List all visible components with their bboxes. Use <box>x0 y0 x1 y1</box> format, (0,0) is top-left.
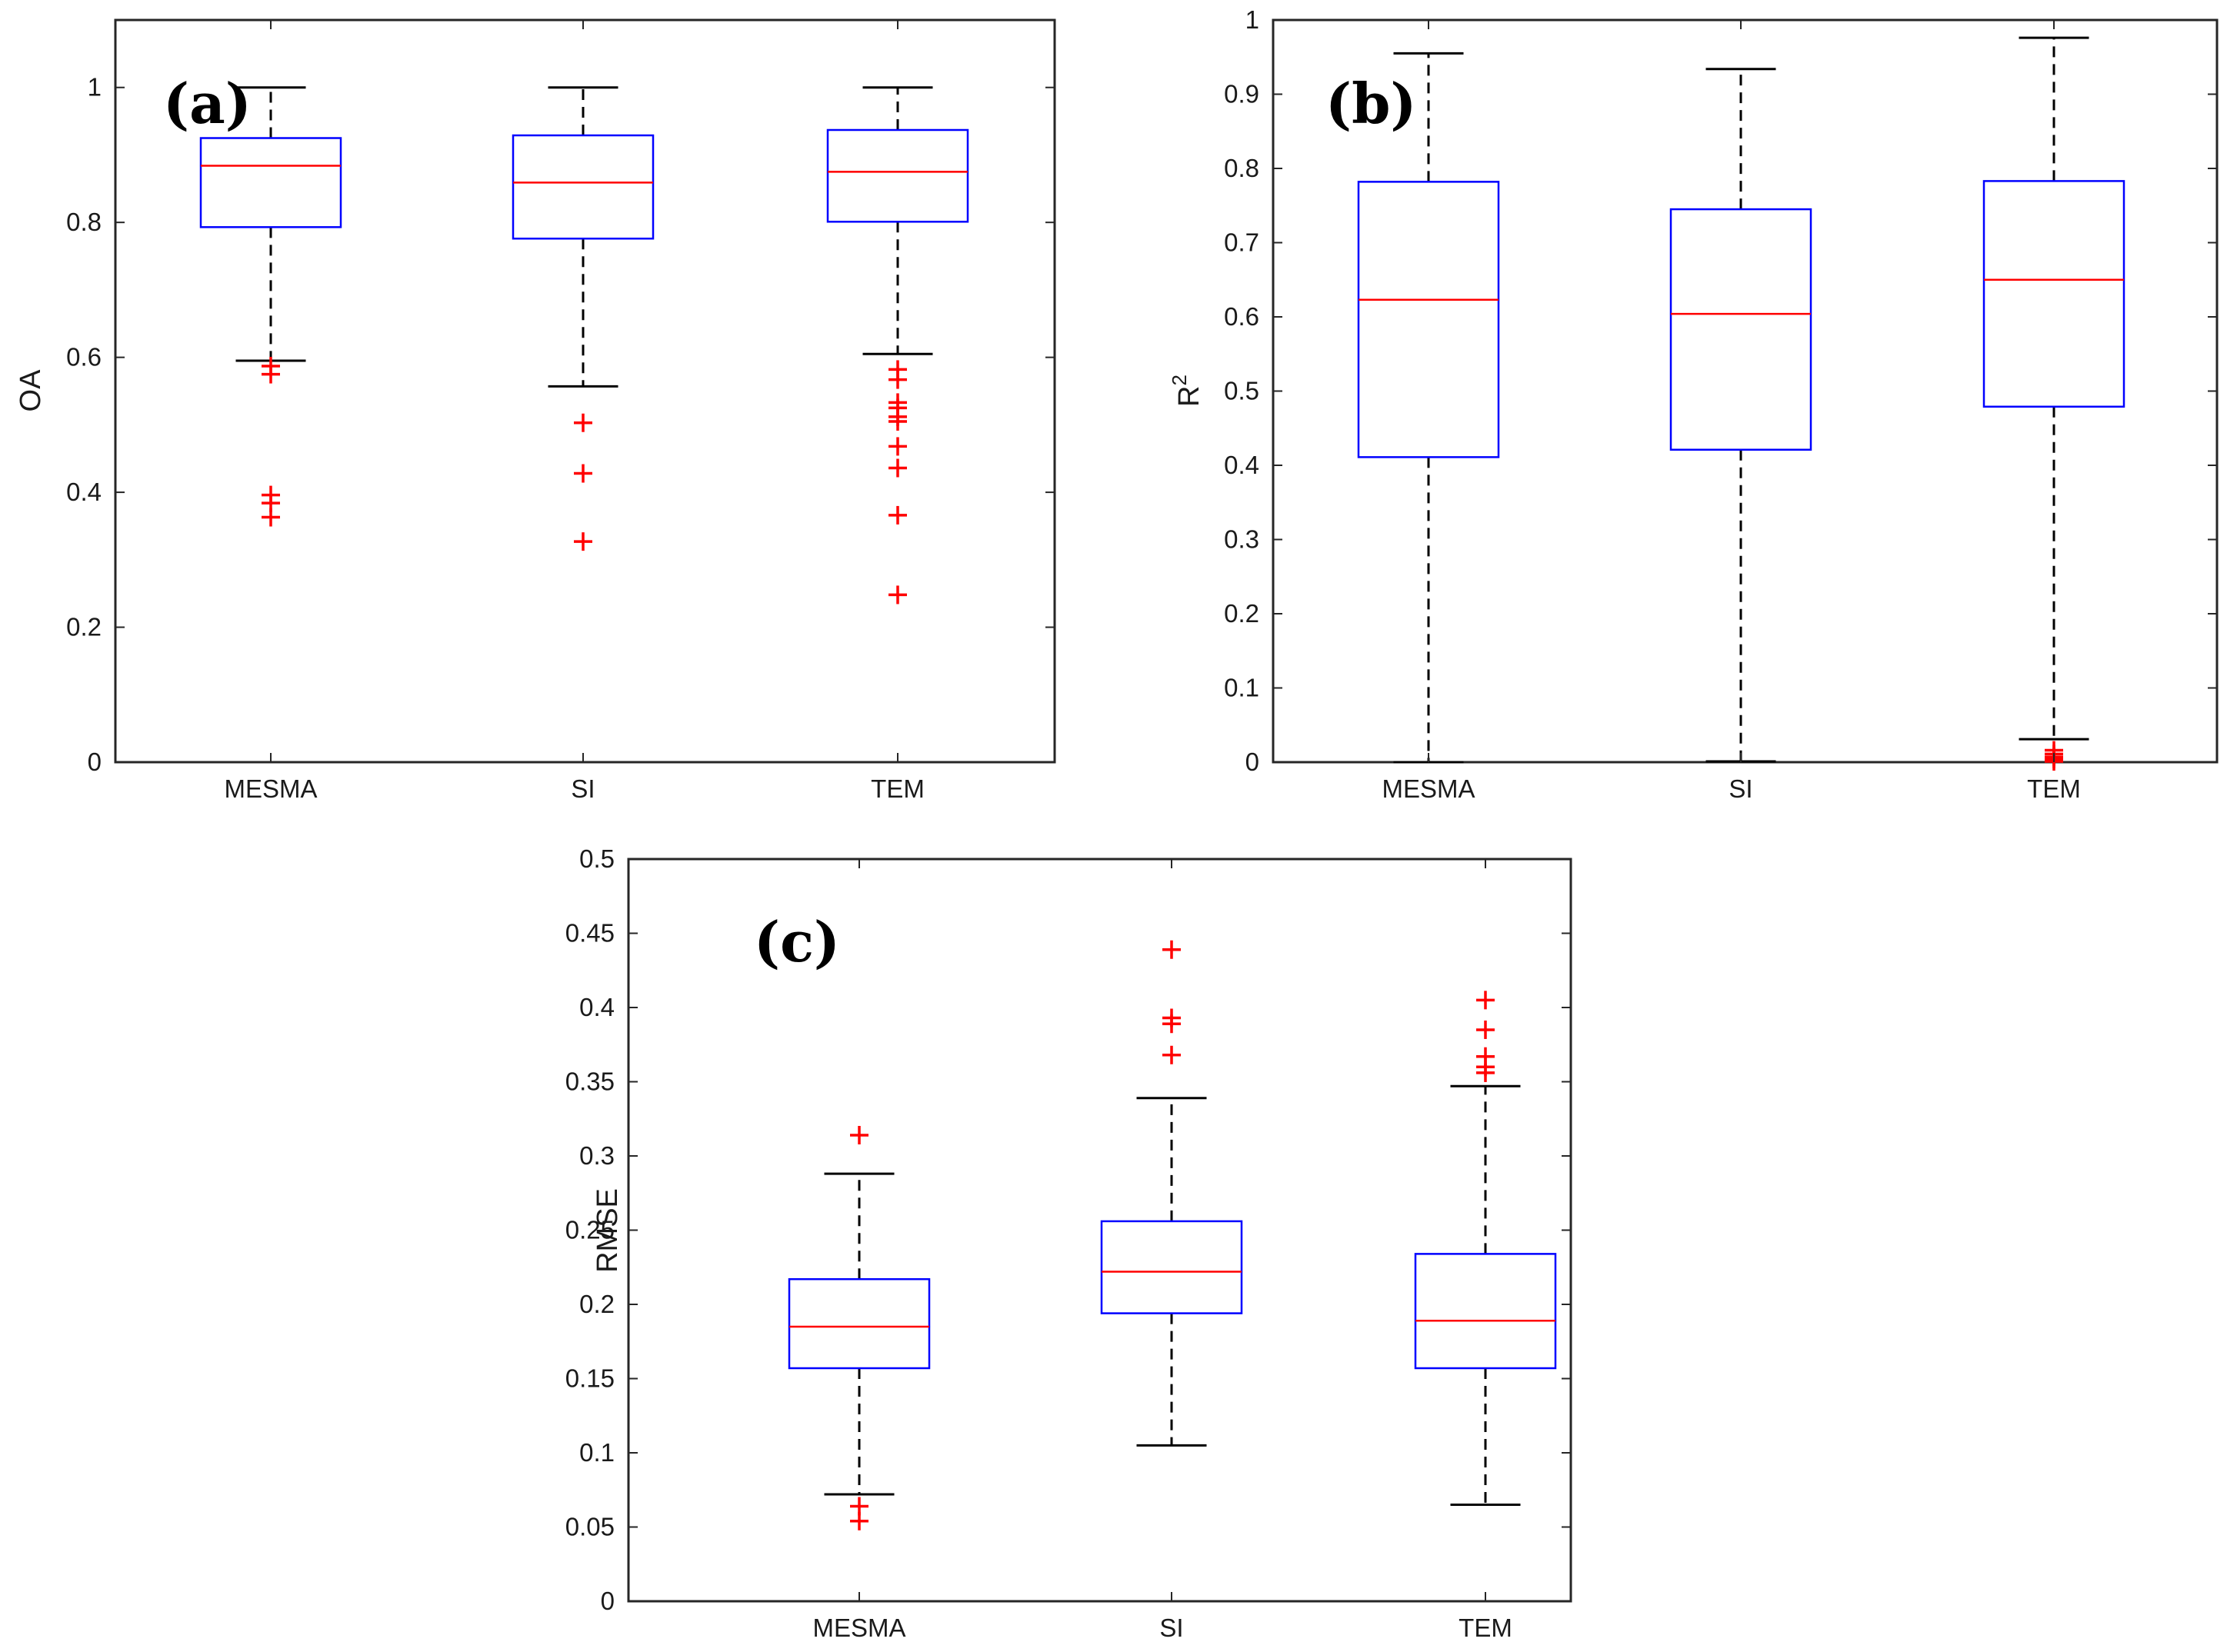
panel-c-box-si <box>1100 940 1243 1447</box>
panel-b-xtick-label-si: SI <box>1729 774 1752 803</box>
panel-b-ytick-label: 0.1 <box>1224 674 1259 702</box>
panel-c-ytick-label: 0.25 <box>565 1216 615 1244</box>
panel-a-xtick-label-tem: TEM <box>871 774 925 803</box>
panel-a-xtick-label-mesma: MESMA <box>224 774 317 803</box>
panel-b-r2-chart: (b) R2 0 0.1 0.2 0.3 0.4 0.5 0.6 0.7 0.8 0.9 1 MES… <box>1168 5 2219 803</box>
panel-b-ytick-label: 0.3 <box>1224 525 1259 554</box>
panel-a-outlier-marker <box>262 365 280 384</box>
panel-a-ytick-label: 0.6 <box>66 343 102 371</box>
panel-a-ytick-label: 1 <box>88 73 102 102</box>
panel-c-ytick-label: 0.3 <box>579 1141 615 1170</box>
panel-a-outlier-marker <box>574 413 592 432</box>
panel-c-ticks: 0 0.05 0.1 0.15 0.2 0.25 0.3 0.35 0.4 0.45 0.5 <box>565 844 1571 1615</box>
panel-a-ytick-label: 0.8 <box>66 208 102 236</box>
panel-a-outlier-marker <box>262 508 280 527</box>
panel-a-ytick-label: 0 <box>88 748 102 776</box>
panel-b-ytick-label: 0.7 <box>1224 228 1259 257</box>
panel-a-outlier-marker <box>888 370 907 389</box>
panel-a-box-si <box>512 86 655 551</box>
panel-c-ytick-label: 0 <box>601 1587 615 1615</box>
panel-b-box-si <box>1669 68 1812 763</box>
panel-c-box-tem <box>1414 991 1557 1507</box>
panel-c-ylabel: RMSE <box>592 1188 624 1273</box>
panel-a-outlier-marker <box>888 585 907 605</box>
panel-a-oa-chart: (a) OA 0 0.2 0.4 0.6 0.8 1 MESMA SI TEM <box>15 18 1056 803</box>
panel-c-outlier-marker <box>850 1511 868 1530</box>
panel-c-xtick-label-tem: TEM <box>1459 1614 1512 1642</box>
panel-b-ytick-label: 0.5 <box>1224 377 1259 405</box>
panel-a-outlier-marker <box>888 437 907 456</box>
panel-c-iqr-box <box>788 1277 931 1370</box>
panel-c-ytick-label: 0.15 <box>565 1364 615 1393</box>
panel-c-ytick-label: 0.5 <box>579 844 615 873</box>
panel-c-xtick-label-si: SI <box>1159 1614 1183 1642</box>
panel-c-ytick-label: 0.35 <box>565 1067 615 1096</box>
panel-b-iqr-box <box>1357 181 1500 458</box>
panel-a-ytick-label: 0.2 <box>66 613 102 641</box>
panel-c-box-mesma <box>788 1125 931 1530</box>
panel-c-outlier-marker <box>1162 940 1181 959</box>
panel-b-xtick-label-mesma: MESMA <box>1382 774 1475 803</box>
panel-c-tag: (c) <box>754 909 840 974</box>
panel-b-ytick-label: 0.8 <box>1224 154 1259 182</box>
panel-a-ytick-label: 0.4 <box>66 478 102 506</box>
panel-c-outlier-marker <box>1476 1020 1495 1039</box>
panel-a-outlier-marker <box>888 505 907 525</box>
panel-c-ytick-label: 0.1 <box>579 1438 615 1467</box>
panel-c-ytick-label: 0.45 <box>565 919 615 948</box>
panel-a-box-mesma <box>199 86 342 527</box>
panel-a-iqr-box <box>826 128 969 223</box>
panel-b-ticks: 0 0.1 0.2 0.3 0.4 0.5 0.6 0.7 0.8 0.9 1 <box>1224 5 2217 776</box>
panel-a-xlabels: MESMA SI TEM <box>224 20 925 803</box>
panel-b-box-tem <box>1982 36 2125 771</box>
panel-c-rmse-chart: (c) RMSE 0 0.05 0.1 0.15 0.2 0.25 0.3 0.35 0.4 0.… <box>565 844 1572 1642</box>
panel-b-boxes <box>1357 36 2125 771</box>
panel-c-iqr-box <box>1100 1220 1243 1314</box>
panel-b-xlabels: MESMA SI TEM <box>1382 20 2081 803</box>
panel-b-ytick-label: 0.2 <box>1224 599 1259 628</box>
panel-b-ytick-label: 0 <box>1245 748 1259 776</box>
panel-c-iqr-box <box>1414 1253 1557 1370</box>
panel-a-outlier-marker <box>888 411 907 431</box>
panel-a-iqr-box <box>512 134 655 240</box>
panel-b-iqr-box <box>1669 208 1812 451</box>
panel-a-outlier-marker <box>574 532 592 551</box>
panel-c-ytick-label: 0.4 <box>579 993 615 1021</box>
panel-c-outlier-marker <box>1476 991 1495 1010</box>
panel-b-ylabel: R2 <box>1168 375 1205 407</box>
panel-a-box-tem <box>826 86 969 605</box>
panel-b-xtick-label-tem: TEM <box>2027 774 2081 803</box>
panel-b-ytick-label: 0.9 <box>1224 80 1259 108</box>
panel-a-iqr-box <box>199 137 342 228</box>
panel-b-ytick-label: 1 <box>1245 5 1259 34</box>
panel-a-outlier-marker <box>574 464 592 483</box>
panel-c-boxes <box>788 940 1557 1530</box>
panel-a-outlier-marker <box>888 458 907 478</box>
panel-b-ylabel-base: R <box>1173 386 1205 407</box>
panel-c-ytick-label: 0.05 <box>565 1513 615 1541</box>
panel-a-ticks: 0 0.2 0.4 0.6 0.8 1 <box>66 73 1055 776</box>
panel-c-xlabels: MESMA SI TEM <box>812 859 1512 1642</box>
panel-b-ytick-label: 0.4 <box>1224 451 1259 479</box>
panel-c-xtick-label-mesma: MESMA <box>812 1614 905 1642</box>
panel-c-outlier-marker <box>1476 1063 1495 1082</box>
panel-a-plot-frame <box>114 18 1056 764</box>
panel-b-tag: (b) <box>1325 71 1416 136</box>
panel-c-outlier-marker <box>850 1125 868 1144</box>
panel-c-ytick-label: 0.2 <box>579 1290 615 1318</box>
panel-b-ytick-label: 0.6 <box>1224 302 1259 331</box>
panel-a-ylabel: OA <box>15 369 47 412</box>
panel-a-boxes <box>199 86 969 605</box>
panel-b-iqr-box <box>1982 180 2125 408</box>
panel-b-ylabel-superscript: 2 <box>1168 375 1191 385</box>
panel-c-outlier-marker <box>1162 1014 1181 1034</box>
panel-b-box-mesma <box>1357 52 1500 764</box>
panel-a-xtick-label-si: SI <box>571 774 595 803</box>
panel-a-tag: (a) <box>163 71 252 136</box>
panel-c-outlier-marker <box>1162 1045 1181 1064</box>
